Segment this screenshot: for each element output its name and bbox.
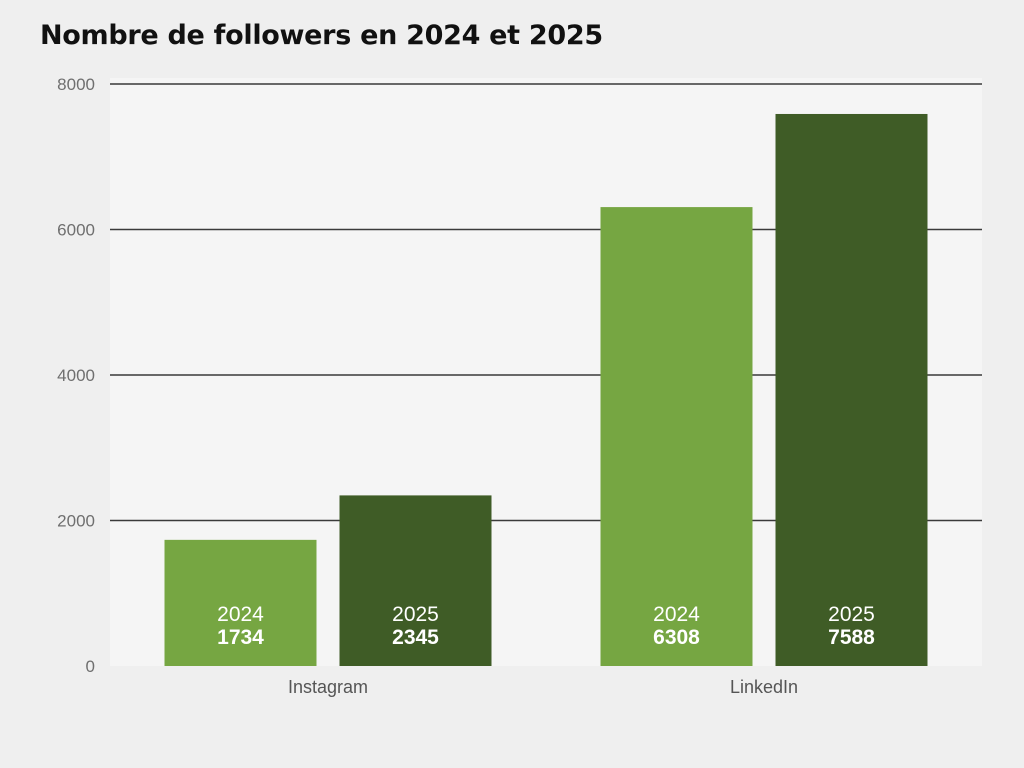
y-axis-ticks: 0 2000 4000 6000 8000 [57, 75, 95, 676]
bar-value-label: 2345 [392, 626, 439, 649]
bar-instagram-2025 [339, 495, 492, 666]
bar-series-label: 2025 [828, 603, 875, 626]
bars [164, 113, 928, 666]
bar-series-label: 2024 [653, 603, 700, 626]
bar-linkedin-2025 [775, 113, 928, 666]
chart-title: Nombre de followers en 2024 et 2025 [40, 20, 603, 51]
y-tick-label: 4000 [57, 366, 95, 385]
y-tick-label: 2000 [57, 512, 95, 531]
bar-series-label: 2025 [392, 603, 439, 626]
bar-linkedin-2024 [600, 207, 753, 666]
bar-series-label: 2024 [217, 603, 264, 626]
bar-value-label: 6308 [653, 626, 700, 649]
bar-instagram-2024 [164, 539, 317, 666]
y-tick-label: 8000 [57, 75, 95, 94]
bar-value-label: 7588 [828, 626, 875, 649]
x-category-label: Instagram [288, 677, 368, 697]
bar-value-label: 1734 [217, 626, 264, 649]
y-tick-label: 6000 [57, 221, 95, 240]
x-axis-categories: Instagram LinkedIn [288, 677, 798, 697]
y-tick-label: 0 [86, 657, 95, 676]
x-category-label: LinkedIn [730, 677, 798, 697]
